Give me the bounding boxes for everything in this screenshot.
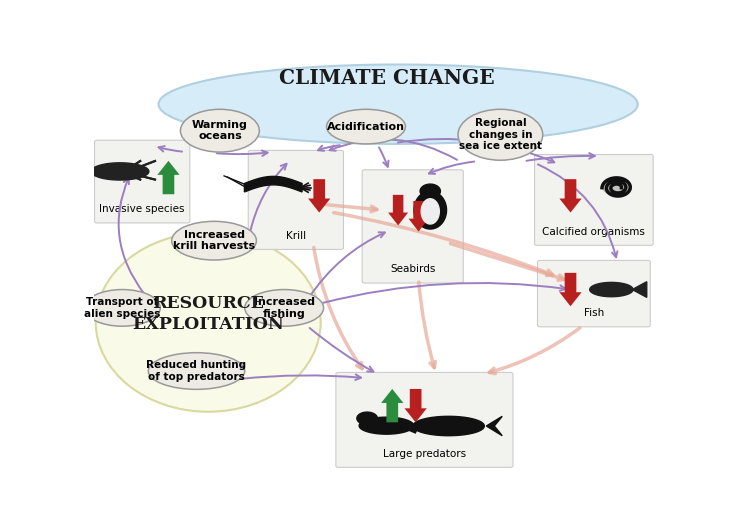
- Polygon shape: [413, 416, 484, 436]
- Ellipse shape: [172, 221, 256, 260]
- Polygon shape: [400, 426, 418, 433]
- Ellipse shape: [158, 65, 638, 144]
- Text: Regional
changes in
sea ice extent: Regional changes in sea ice extent: [459, 118, 542, 151]
- Text: Increased
fishing: Increased fishing: [253, 297, 314, 318]
- Polygon shape: [590, 282, 633, 297]
- FancyBboxPatch shape: [248, 150, 344, 250]
- FancyBboxPatch shape: [535, 154, 653, 245]
- Text: Warming
oceans: Warming oceans: [192, 120, 248, 141]
- Polygon shape: [405, 389, 427, 422]
- Text: CLIMATE CHANGE: CLIMATE CHANGE: [279, 68, 494, 88]
- Ellipse shape: [326, 110, 406, 144]
- Polygon shape: [308, 179, 330, 213]
- Polygon shape: [244, 176, 302, 192]
- Polygon shape: [409, 201, 428, 232]
- Text: Krill: Krill: [286, 231, 306, 241]
- Text: Fish: Fish: [584, 308, 604, 318]
- Ellipse shape: [180, 110, 259, 152]
- Ellipse shape: [149, 353, 245, 389]
- Text: Reduced hunting
of top predators: Reduced hunting of top predators: [146, 360, 247, 382]
- Polygon shape: [559, 179, 581, 213]
- Polygon shape: [388, 195, 408, 225]
- Ellipse shape: [96, 233, 320, 412]
- Text: Transport of
alien species: Transport of alien species: [84, 297, 161, 318]
- Text: Large predators: Large predators: [383, 449, 466, 459]
- Polygon shape: [420, 184, 440, 198]
- Polygon shape: [158, 161, 179, 194]
- Polygon shape: [559, 273, 581, 306]
- Polygon shape: [421, 199, 440, 224]
- Polygon shape: [359, 417, 414, 434]
- FancyBboxPatch shape: [336, 372, 513, 467]
- Polygon shape: [414, 191, 446, 229]
- Text: Increased
krill harvests: Increased krill harvests: [173, 230, 255, 251]
- Text: RESOURCE
EXPLOITATION: RESOURCE EXPLOITATION: [132, 295, 284, 333]
- Text: Invasive species: Invasive species: [100, 204, 185, 214]
- Ellipse shape: [458, 110, 543, 160]
- Text: Seabirds: Seabirds: [390, 264, 435, 275]
- Polygon shape: [633, 282, 647, 297]
- Ellipse shape: [245, 289, 323, 326]
- Text: Calcified organisms: Calcified organisms: [542, 227, 645, 237]
- FancyBboxPatch shape: [362, 170, 463, 283]
- Polygon shape: [603, 180, 631, 196]
- Ellipse shape: [84, 289, 161, 326]
- Polygon shape: [382, 389, 403, 422]
- Polygon shape: [486, 416, 502, 436]
- FancyBboxPatch shape: [538, 260, 650, 327]
- Polygon shape: [357, 412, 378, 425]
- Text: Acidification: Acidification: [327, 122, 405, 132]
- Polygon shape: [91, 163, 149, 180]
- FancyBboxPatch shape: [94, 140, 190, 223]
